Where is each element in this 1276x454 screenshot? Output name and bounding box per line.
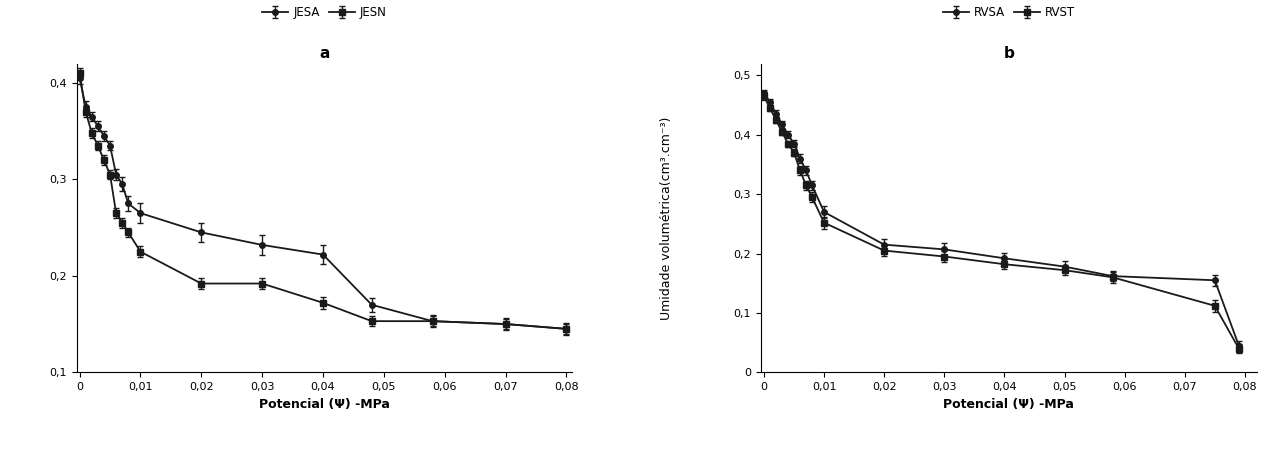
X-axis label: Potencial (Ψ) -MPa: Potencial (Ψ) -MPa bbox=[259, 398, 390, 410]
X-axis label: Potencial (Ψ) -MPa: Potencial (Ψ) -MPa bbox=[943, 398, 1074, 410]
Legend: RVSA, RVST: RVSA, RVST bbox=[938, 1, 1079, 24]
Title: a: a bbox=[319, 46, 329, 61]
Title: b: b bbox=[1003, 46, 1014, 61]
Text: Umidade volumétrica(cm³.cm⁻³): Umidade volumétrica(cm³.cm⁻³) bbox=[660, 116, 674, 320]
Legend: JESA, JESN: JESA, JESN bbox=[258, 1, 392, 24]
